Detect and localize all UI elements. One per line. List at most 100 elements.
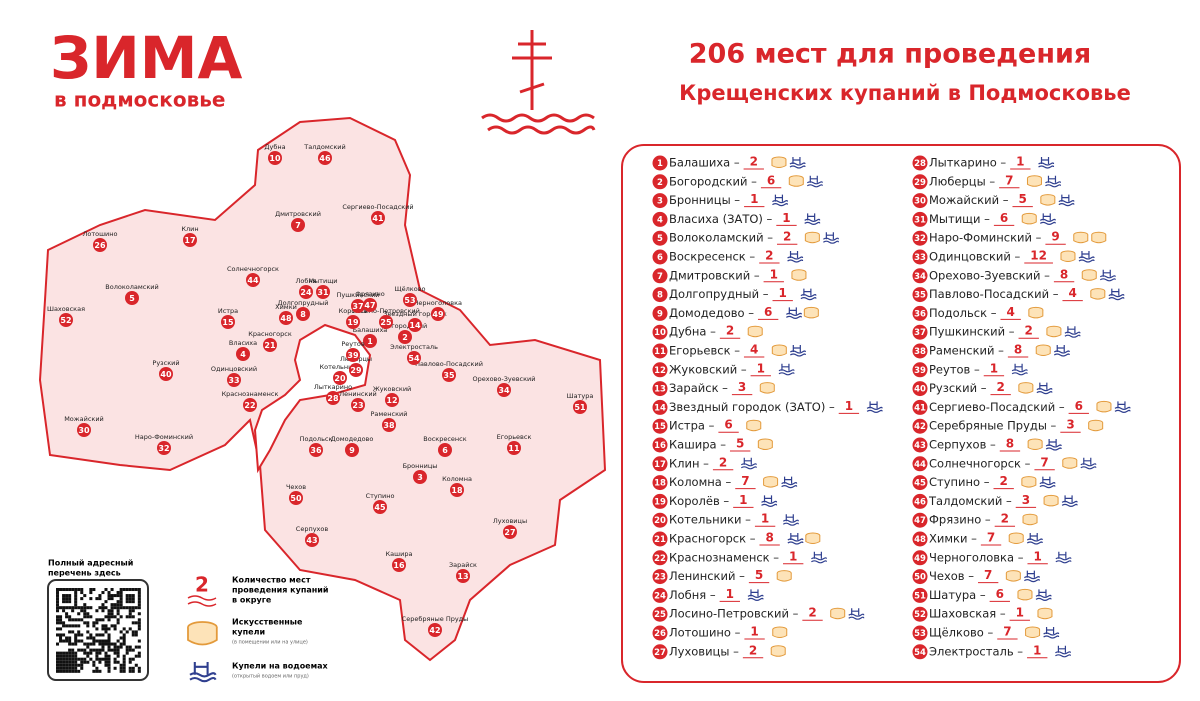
qr-cell [122,669,126,673]
list-number: 52 [914,610,926,620]
qr-cell [65,669,69,673]
map-marker [77,423,91,437]
icon-part [771,347,787,356]
icon-part [1017,591,1033,601]
map-number: 6 [442,446,448,455]
qr-cell [71,657,75,661]
qr-cell [59,639,63,643]
qr-cell [104,657,108,661]
list-name: Подольск – [929,306,997,320]
qr-cell [137,597,141,601]
qr-cell [98,597,102,601]
qr-cell [113,615,117,619]
qr-cell [113,660,117,664]
icon-part [1099,269,1116,282]
qr-cell [77,633,81,637]
qr-cell [113,627,117,631]
map-label: Чехов [286,483,306,491]
qr-cell [107,645,111,649]
list-marker [652,606,668,622]
list-name: Электросталь – [929,644,1023,658]
qr-cell [65,657,69,661]
qr-cell [59,615,63,619]
brand-sub: в подмосковье [54,88,225,112]
qr-cell [62,609,66,613]
map-marker [438,443,452,457]
qr-cell [62,624,66,628]
qr-cell [137,651,141,655]
list-name: Солнечногорск – [929,456,1031,470]
list-count: 4 [750,343,758,357]
qr-cell [125,594,129,598]
icon-part [757,441,773,450]
qr-cell [83,657,87,661]
list-name: Мытищи – [929,212,990,226]
map-label: Талдомский [303,143,345,151]
water-icon [1078,251,1095,263]
map-label: Солнечногорск [227,265,279,273]
qr-cell [83,603,87,607]
list-number: 47 [914,516,926,526]
list-marker [912,343,928,359]
qr-cell [68,654,72,658]
list-number: 40 [914,385,926,395]
map-marker [351,398,365,412]
legend-count: 2 [195,573,209,597]
map-label: Лотошино [82,230,117,238]
icon-part [1040,197,1056,206]
qr-cell [125,588,129,592]
icon-part [789,345,806,357]
map-label: Истра [218,307,238,315]
list-marker [912,456,928,472]
art-icon [1043,494,1059,507]
map-marker [363,334,377,348]
qr-cell [80,663,84,667]
art-icon [746,419,762,432]
qr-cell [65,636,69,640]
legend-text: Количество мест [232,576,311,585]
list-name: Егорьевск – [669,344,740,358]
map-number: 19 [347,318,359,327]
map-marker [318,151,332,165]
qr-cell [134,606,138,610]
qr-cell [128,606,132,610]
qr-cell [122,660,126,664]
list-number: 46 [914,497,926,507]
qr-cell [74,624,78,628]
list-name: Серпухов – [929,438,996,452]
list-name: Талдомский – [928,494,1012,508]
map-number: 33 [228,376,239,385]
list-number: 28 [914,159,926,169]
list-name: Раменский – [929,344,1004,358]
list-number: 32 [914,234,926,244]
qr-cell [77,669,81,673]
list-name: Дубна – [669,325,716,339]
map-label: Богородский [383,322,427,330]
map-label: Воскресенск [423,435,466,443]
art-icon [1025,626,1041,638]
map-label: Луховицы [493,517,527,525]
qr-cell [89,651,93,655]
qr-cell [116,612,120,616]
qr-cell [122,657,126,661]
icon-part [791,272,807,281]
qr-cell [77,612,81,616]
qr-cell [131,633,135,637]
icon-part [1018,385,1034,394]
qr-cell [131,600,135,604]
qr-cell [137,645,141,649]
qr-cell [104,639,108,643]
list-marker [912,287,928,303]
qr-cell [59,588,63,592]
qr-cell [71,648,75,652]
qr-caption: перечень здесь [48,569,121,578]
icon-part [772,194,789,207]
qr-cell [110,642,114,646]
map-marker [351,299,365,313]
qr-cell [113,666,117,670]
qr-cell [137,591,141,595]
map-marker [159,367,173,381]
list-count: 8 [1006,437,1014,451]
map-marker [299,285,313,299]
